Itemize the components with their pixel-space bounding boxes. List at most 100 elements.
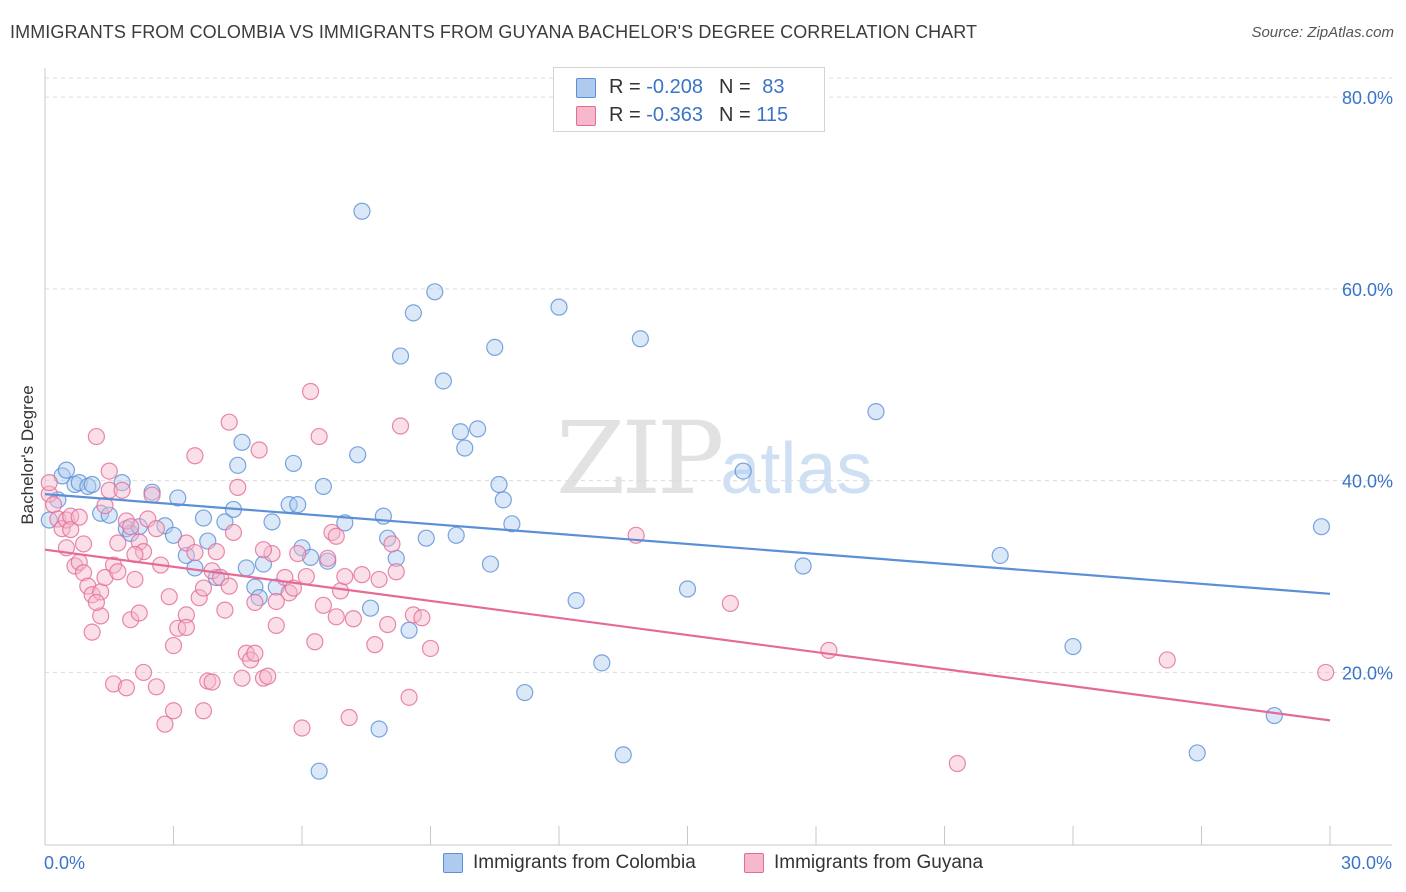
data-point	[207, 543, 225, 561]
data-point	[130, 604, 148, 622]
data-point	[400, 621, 418, 639]
data-point	[246, 593, 264, 612]
data-point	[948, 754, 966, 773]
data-point	[301, 548, 320, 566]
data-point	[250, 441, 268, 459]
data-point	[319, 549, 337, 567]
data-point	[233, 669, 251, 687]
data-point	[109, 563, 127, 581]
data-point	[301, 382, 320, 401]
colombia-swatch	[576, 78, 596, 98]
stats-row-guyana: R = -0.363 N = 115	[554, 102, 824, 130]
data-point	[160, 588, 178, 606]
data-point	[306, 633, 324, 651]
data-point	[109, 534, 127, 552]
y-tick-label: 80.0%	[1342, 88, 1393, 108]
data-point	[122, 611, 140, 629]
guyana-swatch	[744, 853, 764, 873]
data-point	[233, 433, 251, 451]
data-point	[83, 475, 101, 494]
data-point	[237, 559, 255, 577]
stats-legend: R = -0.208 N = 83 R = -0.363 N = 115	[553, 67, 825, 132]
data-point	[122, 518, 140, 536]
data-point	[220, 577, 238, 595]
data-point	[267, 592, 285, 611]
data-point	[194, 702, 213, 720]
data-point	[117, 679, 135, 697]
data-point	[267, 616, 285, 635]
data-point	[186, 447, 204, 465]
data-point	[391, 417, 410, 435]
data-point	[336, 514, 354, 532]
data-point	[113, 481, 131, 499]
r-value: -0.208	[646, 76, 703, 98]
r-label: R =	[609, 76, 647, 98]
x-tick-label: 0.0%	[44, 853, 85, 873]
data-point	[400, 688, 418, 706]
data-point	[297, 567, 315, 586]
data-point	[289, 544, 307, 563]
data-point	[284, 454, 303, 473]
data-point	[194, 579, 213, 597]
data-point	[353, 566, 371, 584]
data-point	[134, 663, 153, 682]
data-point	[147, 678, 165, 696]
data-point	[344, 610, 362, 628]
y-tick-label: 40.0%	[1342, 472, 1393, 492]
data-point	[387, 563, 405, 581]
data-point	[40, 473, 58, 492]
data-point	[164, 636, 183, 655]
data-point	[434, 372, 452, 390]
data-point	[74, 564, 93, 582]
data-point	[490, 475, 508, 494]
r-value: -0.363	[646, 104, 703, 126]
data-point	[44, 496, 63, 514]
data-point	[229, 456, 247, 474]
data-point	[314, 596, 333, 614]
series-legend: Immigrants from Colombia Immigrants from…	[0, 852, 1406, 878]
data-point	[70, 473, 88, 492]
data-point	[331, 582, 350, 600]
source-label: Source: ZipAtlas.com	[1251, 24, 1394, 41]
data-point	[169, 619, 187, 637]
data-point	[310, 427, 328, 446]
data-point	[289, 496, 307, 514]
data-point	[1064, 637, 1082, 656]
data-point	[143, 486, 161, 504]
n-label: N =	[718, 104, 757, 126]
data-point	[336, 567, 354, 586]
data-point	[404, 304, 422, 322]
y-tick-label: 60.0%	[1342, 280, 1393, 300]
legend-label: Immigrants from Colombia	[473, 852, 696, 873]
r-label: R =	[609, 104, 647, 126]
data-point	[194, 509, 213, 527]
data-point	[177, 606, 195, 624]
data-point	[678, 580, 697, 598]
data-point	[1158, 651, 1176, 669]
chart-title: IMMIGRANTS FROM COLOMBIA VS IMMIGRANTS F…	[10, 22, 978, 42]
data-point	[246, 644, 264, 662]
x-tick-label: 30.0%	[1341, 853, 1392, 873]
data-point	[53, 520, 71, 538]
n-value: 115	[756, 104, 789, 126]
data-point	[100, 506, 118, 524]
data-point	[614, 746, 632, 764]
data-point	[327, 608, 345, 626]
data-point	[391, 347, 410, 365]
data-point	[74, 535, 93, 553]
data-point	[370, 720, 388, 738]
data-point	[421, 639, 440, 658]
data-point	[550, 298, 568, 316]
data-point	[481, 555, 500, 573]
y-tick-label: 20.0%	[1342, 663, 1393, 683]
data-point	[383, 535, 401, 553]
data-point	[224, 523, 243, 542]
data-point	[734, 462, 752, 480]
data-point	[126, 570, 144, 589]
data-point	[254, 541, 273, 559]
data-point	[203, 673, 221, 691]
data-point	[417, 529, 435, 547]
data-point	[370, 570, 388, 589]
stats-row-colombia: R = -0.208 N = 83	[554, 74, 824, 102]
data-point	[413, 609, 431, 627]
